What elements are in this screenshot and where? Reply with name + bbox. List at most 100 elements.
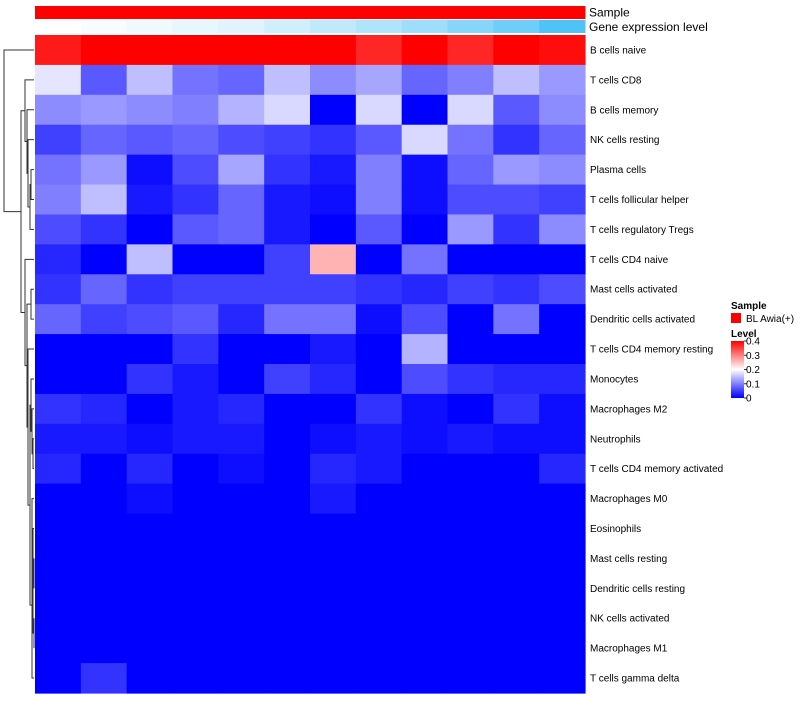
sample-annotation-label: Sample	[589, 6, 630, 20]
heatmap-cell	[172, 304, 219, 335]
heatmap-cell	[35, 453, 82, 485]
heatmap-cell	[355, 184, 403, 216]
heatmap-cell	[218, 393, 265, 425]
heatmap-cell	[35, 94, 82, 126]
heatmap-cell	[80, 184, 128, 216]
heatmap-cell	[172, 423, 219, 455]
heatmap-cell	[310, 573, 357, 604]
heatmap-cell	[493, 453, 540, 485]
heatmap-cell	[126, 304, 174, 335]
heatmap-cell	[447, 364, 494, 395]
heatmap-cell	[401, 423, 449, 455]
heatmap-cell	[539, 244, 586, 275]
heatmap-cell	[355, 154, 403, 186]
heatmap-cell	[126, 364, 174, 395]
heatmap-cell	[355, 304, 403, 335]
heatmap-cell	[447, 543, 494, 574]
heatmap-cell	[35, 513, 82, 545]
heatmap-cell	[172, 35, 219, 66]
heatmap-cell	[172, 274, 219, 305]
heatmap-cell	[401, 633, 449, 664]
row-label: T cells follicular helper	[590, 195, 689, 206]
heatmap-cell	[310, 94, 357, 126]
dendrogram-branch	[20, 110, 25, 313]
heatmap-cell	[447, 483, 494, 515]
heatmap-cell	[35, 244, 82, 275]
heatmap-cell	[126, 94, 174, 126]
heatmap-cell	[493, 364, 540, 395]
heatmap-cell	[126, 423, 174, 455]
heatmap-cell	[355, 64, 403, 96]
heatmap-cell	[539, 513, 586, 545]
heatmap-cell	[539, 543, 586, 574]
expression-annotation-cell	[80, 20, 128, 33]
heatmap-cell	[218, 64, 265, 96]
row-label: T cells CD4 memory resting	[590, 345, 713, 356]
sample-annotation-cell	[539, 6, 586, 19]
expression-annotation-cell	[310, 20, 357, 33]
heatmap-cell	[539, 483, 586, 515]
expression-annotation-cell	[539, 20, 586, 33]
heatmap-cell	[401, 35, 449, 66]
dendrogram-branch	[31, 532, 34, 679]
heatmap-cell	[218, 274, 265, 305]
heatmap-cell	[264, 364, 311, 395]
heatmap-cell	[447, 154, 494, 186]
heatmap-cell	[310, 124, 357, 156]
heatmap-cell	[218, 663, 265, 694]
heatmap-cell	[493, 124, 540, 156]
sample-annotation-cell	[310, 6, 357, 19]
heatmap-cell	[539, 124, 586, 156]
heatmap-cell	[264, 124, 311, 156]
heatmap-cell	[493, 423, 540, 455]
heatmap-cell	[355, 513, 403, 545]
heatmap-cell	[218, 94, 265, 126]
heatmap-cell	[264, 35, 311, 66]
heatmap-cell	[401, 64, 449, 96]
dendrogram-branch	[3, 49, 34, 213]
heatmap-cell	[172, 64, 219, 96]
heatmap-cell	[80, 483, 128, 515]
heatmap-cell	[355, 244, 403, 275]
row-label: Mast cells resting	[590, 554, 667, 565]
heatmap-cell	[264, 663, 311, 694]
heatmap-cell	[447, 64, 494, 96]
heatmap-cell	[126, 214, 174, 245]
heatmap-cell	[447, 453, 494, 485]
heatmap-cell	[264, 94, 311, 126]
heatmap-cell	[264, 184, 311, 216]
row-label: Macrophages M2	[590, 404, 668, 415]
heatmap-cell	[35, 483, 82, 515]
heatmap-cell	[172, 154, 219, 186]
heatmap-cell	[35, 573, 82, 604]
heatmap-cell	[35, 124, 82, 156]
heatmap-cell	[447, 663, 494, 694]
heatmap-cell	[172, 453, 219, 485]
heatmap-cell	[172, 513, 219, 545]
heatmap-cell	[355, 663, 403, 694]
row-label: NK cells resting	[590, 135, 659, 146]
heatmap-cell	[126, 334, 174, 365]
heatmap-cell	[310, 214, 357, 245]
level-tick-label: 0.2	[746, 365, 760, 376]
row-label: Eosinophils	[590, 524, 641, 535]
row-label: T cells CD4 memory activated	[590, 464, 723, 475]
heatmap-cell	[80, 304, 128, 335]
heatmap-cell	[35, 423, 82, 455]
heatmap-cell	[401, 94, 449, 126]
heatmap-cell	[310, 334, 357, 365]
sample-annotation-cell	[126, 6, 173, 19]
sample-legend-label: BL Awia(+)	[746, 314, 794, 325]
heatmap-cell	[126, 393, 174, 425]
heatmap-cell	[218, 573, 265, 604]
heatmap-cell	[80, 543, 128, 574]
heatmap-cell	[355, 214, 403, 245]
row-label: T cells regulatory Tregs	[590, 225, 694, 236]
heatmap-cell	[218, 453, 265, 485]
heatmap-cell	[539, 94, 586, 126]
heatmap-cell	[172, 184, 219, 216]
heatmap-cell	[35, 633, 82, 664]
heatmap-cell	[80, 663, 128, 694]
heatmap-cell	[447, 244, 494, 275]
heatmap-cell	[310, 184, 357, 216]
